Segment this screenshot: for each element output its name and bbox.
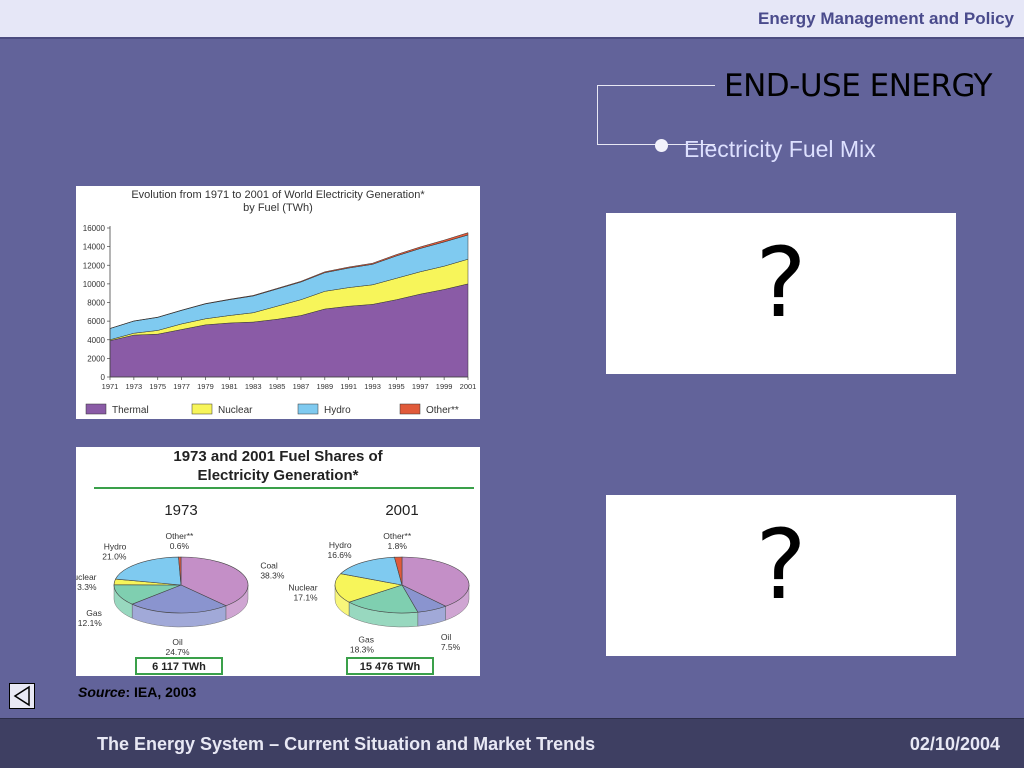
pie-slice-name: Oil <box>172 637 183 647</box>
pie-slice-other <box>178 556 182 586</box>
pie-slice-name: Gas <box>358 634 374 644</box>
pie-slice-nuclear <box>334 573 403 603</box>
x-tick-label: 1977 <box>173 382 190 391</box>
y-tick-label: 6000 <box>87 317 105 326</box>
pie-slice-value: 16.6% <box>327 550 352 560</box>
placeholder-box-2: ? <box>606 495 956 656</box>
placeholder-question-mark: ? <box>755 509 807 621</box>
pie-total-label: 6 117 TWh <box>152 661 206 673</box>
pie-slice-value: 3.3% <box>77 582 97 592</box>
footer-date: 02/10/2004 <box>909 734 1000 754</box>
pie-slice-name: Nuclear <box>76 572 97 582</box>
chart-subtitle: by Fuel (TWh) <box>243 202 313 214</box>
pie-slice-other <box>394 556 403 586</box>
x-tick-label: 1991 <box>340 382 357 391</box>
series-area-other <box>109 232 469 329</box>
chart-title-line-1: 1973 and 2001 Fuel Shares of <box>173 448 383 465</box>
back-nav-button[interactable] <box>9 683 35 709</box>
pie-slice-name: Hydro <box>104 542 127 552</box>
x-tick-label: 1989 <box>316 382 333 391</box>
pie-slice-hydro <box>340 556 403 586</box>
pie-total-box <box>135 657 223 675</box>
legend-label: Thermal <box>112 405 149 416</box>
area-chart-panel: Evolution from 1971 to 2001 of World Ele… <box>76 186 480 419</box>
source-note: Source: IEA, 2003 <box>78 684 196 700</box>
x-tick-label: 1999 <box>436 382 453 391</box>
x-tick-label: 1981 <box>221 382 238 391</box>
pie-year-label: 2001 <box>385 502 418 519</box>
pie-chart: 1973 and 2001 Fuel Shares of Electricity … <box>67 448 506 675</box>
pie-slice-name: Nuclear <box>288 583 317 593</box>
pie-slice-name: Other** <box>165 531 194 541</box>
x-tick-label: 2001 <box>460 382 477 391</box>
pie-slice-value: 7.5% <box>441 642 461 652</box>
chart-title: Evolution from 1971 to 2001 of World Ele… <box>131 189 425 201</box>
legend-swatch <box>85 403 107 415</box>
y-tick-label: 4000 <box>87 336 105 345</box>
pie-slice-value: 0.6% <box>170 541 190 551</box>
x-tick-label: 1985 <box>269 382 286 391</box>
x-tick-label: 1979 <box>197 382 214 391</box>
header-bar: Energy Management and Policy <box>0 0 1024 39</box>
pie-slice-name: Gas <box>86 608 102 618</box>
legend-label: Hydro <box>324 405 351 416</box>
slide-title: END-USE ENERGY <box>724 68 992 104</box>
legend-label: Nuclear <box>218 405 253 416</box>
placeholder-box-1: ? <box>606 213 956 374</box>
y-tick-label: 8000 <box>87 299 105 308</box>
slide-subtitle: Electricity Fuel Mix <box>684 136 876 162</box>
pie-slice-gas <box>348 584 419 614</box>
x-tick-label: 1987 <box>293 382 310 391</box>
y-tick-label: 0 <box>101 373 106 382</box>
x-tick-label: 1983 <box>245 382 262 391</box>
pie-slice-value: 24.7% <box>165 647 190 657</box>
x-tick-label: 1971 <box>102 382 119 391</box>
pie-slice-name: Other** <box>383 531 412 541</box>
triangle-left-icon <box>13 685 30 707</box>
bullet-dot-icon <box>655 139 668 152</box>
source-text: : IEA, 2003 <box>125 684 197 700</box>
pie-slice-coal <box>401 556 470 607</box>
pie-slice-value: 21.0% <box>102 552 127 562</box>
pie-slice-coal <box>180 556 249 607</box>
y-tick-label: 10000 <box>83 280 106 289</box>
pie-slice-value: 17.1% <box>294 593 319 603</box>
legend-label: Other** <box>426 405 459 416</box>
header-brand: Energy Management and Policy <box>757 9 1014 28</box>
pie-slice-value: 12.1% <box>78 618 103 628</box>
legend-swatch <box>191 403 213 415</box>
pie-slice-oil <box>131 584 227 614</box>
x-tick-label: 1975 <box>149 382 166 391</box>
x-tick-label: 1995 <box>388 382 405 391</box>
footer-title: The Energy System – Current Situation an… <box>97 734 596 754</box>
x-tick-label: 1997 <box>412 382 429 391</box>
pie-total-label: 15 476 TWh <box>360 661 421 673</box>
chart-title-line-2: Electricity Generation* <box>198 467 359 484</box>
pie-year-label: 1973 <box>164 502 197 519</box>
x-tick-label: 1993 <box>364 382 381 391</box>
x-tick-label: 1973 <box>126 382 143 391</box>
pie-slice-name: Oil <box>441 632 452 642</box>
placeholder-question-mark: ? <box>755 227 807 339</box>
pie-slice-value: 18.3% <box>350 644 375 654</box>
pie-slice-name: Coal <box>260 560 278 570</box>
pie-slice-hydro <box>115 556 182 586</box>
source-label: Source <box>78 684 126 700</box>
pie-slice-value: 1.8% <box>388 541 408 551</box>
legend-swatch <box>297 403 319 415</box>
pie-total-box <box>346 657 434 675</box>
y-tick-label: 2000 <box>87 354 105 363</box>
area-chart: Evolution from 1971 to 2001 of World Ele… <box>83 189 477 416</box>
footer-bar: The Energy System – Current Situation an… <box>0 718 1024 768</box>
pie-chart-panel: 1973 and 2001 Fuel Shares of Electricity … <box>67 447 506 676</box>
y-tick-label: 16000 <box>83 224 106 233</box>
legend-swatch <box>399 403 421 415</box>
y-tick-label: 14000 <box>83 243 106 252</box>
pie-slice-value: 38.3% <box>260 570 285 580</box>
pie-slice-name: Hydro <box>329 540 352 550</box>
y-tick-label: 12000 <box>83 261 106 270</box>
